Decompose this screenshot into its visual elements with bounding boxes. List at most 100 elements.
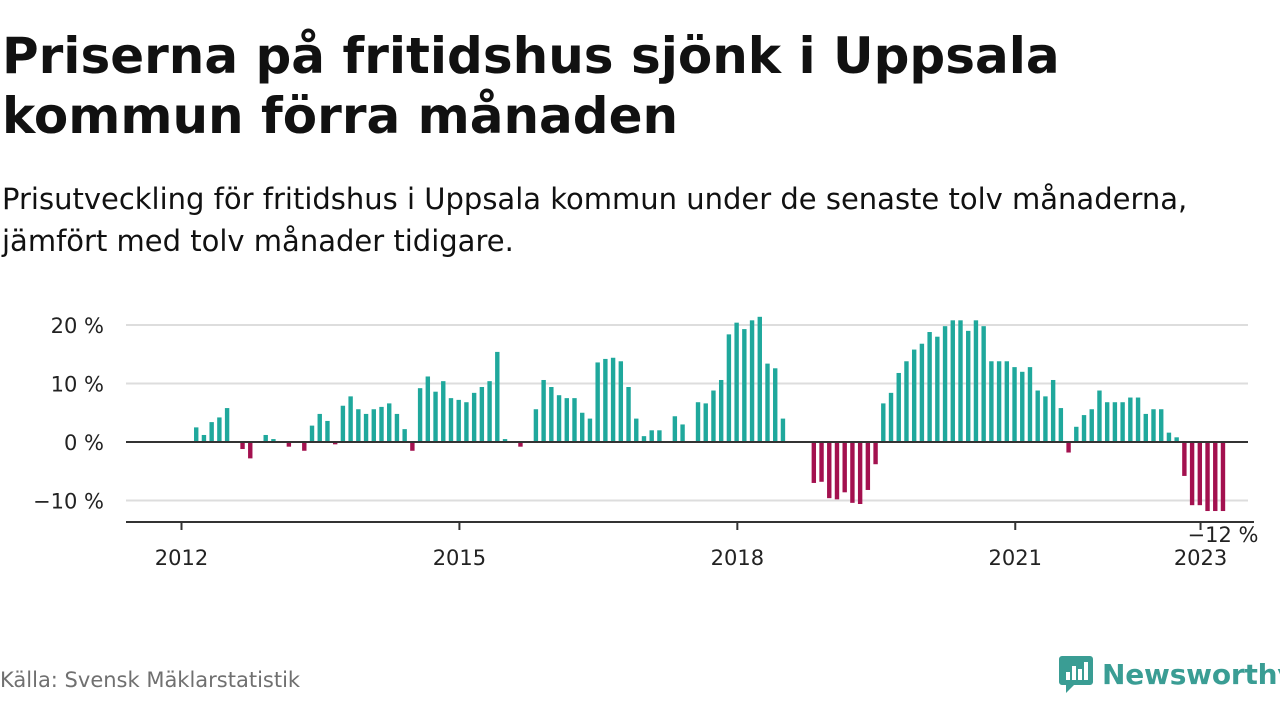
bar bbox=[1004, 361, 1010, 442]
bar bbox=[417, 388, 423, 442]
bar bbox=[773, 368, 778, 442]
bar bbox=[387, 403, 392, 442]
bar bbox=[464, 402, 469, 442]
bar bbox=[966, 330, 971, 442]
bar bbox=[502, 439, 508, 442]
bar bbox=[610, 357, 616, 442]
bar bbox=[1205, 442, 1210, 512]
x-tick-label: 2015 bbox=[433, 546, 486, 570]
bar bbox=[394, 413, 400, 442]
bar bbox=[224, 408, 230, 442]
bar bbox=[603, 358, 608, 442]
bar bbox=[1050, 379, 1056, 442]
bar bbox=[1020, 371, 1025, 442]
bar bbox=[1012, 367, 1017, 442]
bar bbox=[626, 387, 631, 442]
bar bbox=[742, 329, 747, 442]
bar bbox=[757, 316, 762, 442]
bar bbox=[749, 320, 755, 442]
bar bbox=[595, 362, 600, 442]
newsworthy-logo-icon bbox=[1059, 656, 1093, 693]
brand-name: Newsworthy bbox=[1102, 657, 1280, 691]
bar bbox=[1143, 413, 1148, 442]
bar bbox=[618, 361, 624, 442]
bar bbox=[479, 387, 485, 442]
bar bbox=[1097, 390, 1102, 442]
bar bbox=[873, 442, 878, 465]
bar bbox=[263, 434, 268, 442]
bar bbox=[441, 381, 446, 442]
bar bbox=[433, 391, 438, 442]
bar bbox=[973, 320, 979, 442]
bar bbox=[240, 442, 245, 450]
bar bbox=[471, 392, 477, 442]
bar bbox=[456, 399, 461, 442]
bar bbox=[950, 320, 955, 442]
bar bbox=[495, 351, 500, 442]
bar bbox=[410, 442, 415, 451]
bars bbox=[194, 316, 1226, 512]
bar bbox=[904, 361, 909, 442]
bar bbox=[649, 430, 654, 442]
bar bbox=[996, 361, 1002, 442]
bar bbox=[1182, 442, 1187, 476]
bar bbox=[487, 381, 492, 442]
bar bbox=[348, 396, 353, 442]
bar bbox=[1197, 442, 1203, 506]
bar bbox=[1112, 402, 1118, 442]
bar bbox=[209, 422, 214, 442]
bar bbox=[911, 349, 917, 442]
x-tick-label: 2012 bbox=[155, 546, 208, 570]
bar bbox=[734, 322, 739, 442]
bar bbox=[309, 425, 315, 442]
bar bbox=[1151, 409, 1156, 442]
bar bbox=[541, 379, 546, 442]
bar bbox=[1220, 442, 1226, 512]
bar bbox=[1104, 402, 1110, 442]
bar bbox=[572, 398, 577, 443]
bar bbox=[549, 387, 554, 442]
bar bbox=[340, 405, 346, 442]
bar bbox=[1043, 396, 1048, 442]
bar bbox=[1128, 397, 1133, 442]
bar bbox=[1058, 408, 1064, 442]
bar bbox=[1066, 442, 1071, 453]
bar bbox=[518, 442, 523, 447]
bar bbox=[587, 418, 593, 442]
bar bbox=[842, 442, 847, 493]
bar bbox=[533, 409, 539, 442]
bar bbox=[564, 398, 569, 443]
bar bbox=[695, 402, 701, 442]
bar bbox=[317, 413, 322, 442]
newsworthy-logo[interactable]: Newsworthy bbox=[1058, 654, 1280, 694]
bar bbox=[780, 418, 786, 442]
y-tick-label: 0 % bbox=[64, 431, 104, 455]
bar bbox=[888, 392, 894, 442]
bar bbox=[919, 343, 925, 442]
bar bbox=[711, 390, 716, 442]
bar bbox=[935, 336, 940, 442]
bar bbox=[927, 332, 932, 442]
bar bbox=[1035, 390, 1040, 442]
bar bbox=[811, 442, 817, 483]
bar bbox=[680, 424, 685, 442]
bar bbox=[819, 442, 824, 482]
bar bbox=[332, 442, 338, 445]
bar bbox=[271, 439, 276, 442]
bar bbox=[726, 334, 732, 442]
y-tick-label: 20 % bbox=[51, 314, 104, 338]
x-tick-label: 2023 bbox=[1174, 546, 1227, 570]
bar bbox=[865, 442, 871, 490]
last-value-annotation: −12 % bbox=[1188, 523, 1259, 547]
bar bbox=[217, 417, 222, 442]
bar bbox=[827, 442, 832, 499]
source-note: Källa: Svensk Mäklarstatistik bbox=[0, 668, 301, 692]
bar bbox=[1074, 426, 1079, 442]
bar bbox=[834, 442, 840, 500]
bar bbox=[1189, 442, 1195, 506]
y-tick-label: 10 % bbox=[51, 373, 104, 397]
bar bbox=[1159, 409, 1164, 442]
bar bbox=[1213, 442, 1218, 512]
chart-title: Priserna på fritidshus sjönk i Uppsala k… bbox=[2, 27, 1060, 145]
bar bbox=[634, 418, 639, 442]
